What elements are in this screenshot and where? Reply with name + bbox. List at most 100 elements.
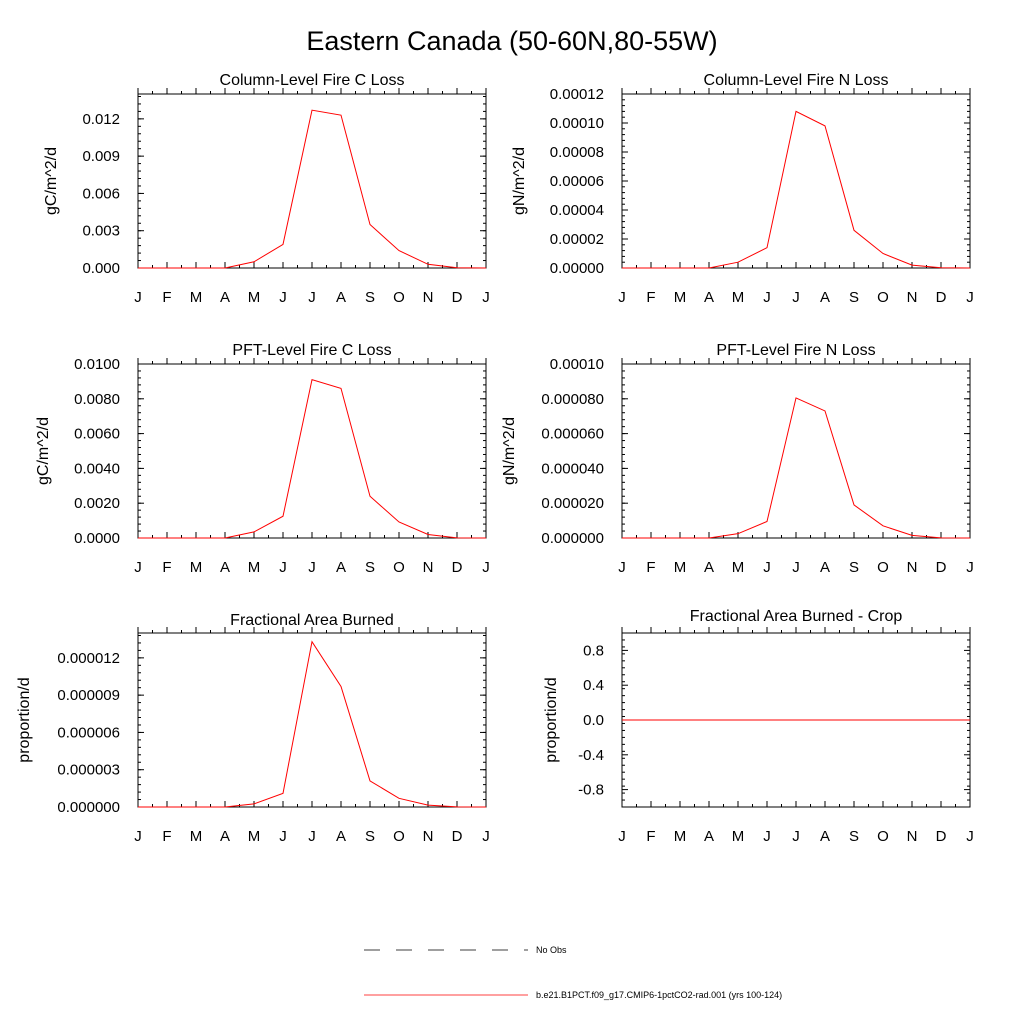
panel-title: PFT-Level Fire C Loss	[232, 342, 391, 359]
y-tick-label: 0.00002	[550, 231, 604, 248]
y-tick-label: 0.006	[82, 185, 120, 202]
x-tick-label: N	[907, 828, 918, 845]
x-tick-label: S	[849, 828, 859, 845]
x-tick-label: J	[482, 289, 490, 306]
x-tick-label: A	[704, 559, 714, 576]
x-tick-label: F	[646, 559, 655, 576]
x-tick-label: J	[966, 828, 974, 845]
x-tick-label: J	[134, 559, 142, 576]
x-tick-label: M	[732, 828, 745, 845]
x-tick-label: A	[336, 289, 346, 306]
x-tick-label: O	[877, 828, 889, 845]
y-tick-label: 0.000012	[57, 650, 120, 667]
x-tick-label: S	[365, 289, 375, 306]
x-tick-label: S	[849, 559, 859, 576]
x-tick-label: D	[452, 289, 463, 306]
x-tick-label: J	[308, 289, 316, 306]
x-tick-label: M	[248, 828, 261, 845]
x-tick-label: M	[674, 289, 687, 306]
x-tick-label: M	[190, 289, 203, 306]
series-line-1	[138, 640, 487, 808]
legend-label-no-obs: No Obs	[536, 945, 567, 955]
x-tick-label: J	[134, 289, 142, 306]
series-line-1	[138, 379, 487, 539]
x-tick-label: A	[820, 289, 830, 306]
y-tick-label: 0.012	[82, 111, 120, 128]
x-tick-label: O	[877, 289, 889, 306]
y-tick-label: 0.00000	[550, 260, 604, 277]
y-tick-label: 0.000009	[57, 687, 120, 704]
y-tick-label: 0.0080	[74, 391, 120, 408]
x-tick-label: A	[820, 559, 830, 576]
x-tick-label: F	[646, 828, 655, 845]
y-tick-label: 0.000000	[57, 799, 120, 816]
x-tick-label: D	[936, 828, 947, 845]
y-tick-label: 0.000040	[541, 460, 604, 477]
panel-title: Column-Level Fire N Loss	[704, 72, 889, 89]
x-tick-label: A	[220, 289, 230, 306]
x-tick-label: S	[365, 828, 375, 845]
y-tick-label: 0.00010	[550, 356, 604, 373]
y-tick-label: 0.00008	[550, 144, 604, 161]
x-tick-label: J	[482, 828, 490, 845]
x-tick-label: A	[820, 828, 830, 845]
x-tick-label: M	[248, 559, 261, 576]
plot-frame	[621, 93, 971, 269]
x-tick-label: A	[336, 828, 346, 845]
y-tick-label: 0.000000	[541, 530, 604, 547]
x-tick-label: A	[704, 289, 714, 306]
panel-title: Column-Level Fire C Loss	[220, 72, 405, 89]
x-tick-label: J	[763, 559, 771, 576]
y-tick-label: 0.00006	[550, 173, 604, 190]
plot-frame	[137, 93, 487, 269]
y-axis-label: proportion/d	[16, 677, 33, 762]
y-tick-label: 0.000003	[57, 762, 120, 779]
x-tick-label: J	[792, 828, 800, 845]
x-tick-label: M	[732, 559, 745, 576]
y-axis-label: gN/m^2/d	[501, 417, 518, 485]
x-tick-label: J	[618, 559, 626, 576]
series-line-1	[622, 397, 971, 539]
y-tick-label: 0.000080	[541, 391, 604, 408]
x-tick-label: O	[393, 289, 405, 306]
y-tick-label: 0.000006	[57, 724, 120, 741]
x-tick-label: S	[849, 289, 859, 306]
x-tick-label: N	[423, 828, 434, 845]
y-tick-label: 0.00004	[550, 202, 604, 219]
x-tick-label: O	[393, 559, 405, 576]
legend: No Obs b.e21.B1PCT.f09_g17.CMIP6-1pctCO2…	[364, 945, 782, 1000]
y-tick-label: 0.000	[82, 260, 120, 277]
y-tick-label: 0.8	[583, 642, 604, 659]
x-tick-label: O	[877, 559, 889, 576]
y-axis-label: gC/m^2/d	[35, 417, 52, 485]
y-tick-label: 0.000060	[541, 426, 604, 443]
x-tick-label: M	[190, 559, 203, 576]
panel-title: Fractional Area Burned - Crop	[690, 608, 903, 625]
x-tick-label: D	[452, 559, 463, 576]
plot-frame	[137, 632, 487, 808]
x-tick-label: N	[423, 559, 434, 576]
y-tick-label: 0.4	[583, 677, 604, 694]
x-tick-label: J	[792, 289, 800, 306]
x-tick-label: F	[162, 289, 171, 306]
y-tick-label: -0.8	[578, 782, 604, 799]
x-tick-label: M	[732, 289, 745, 306]
x-tick-label: D	[452, 828, 463, 845]
x-tick-label: J	[763, 289, 771, 306]
x-tick-label: M	[674, 828, 687, 845]
x-tick-label: J	[308, 559, 316, 576]
x-tick-label: A	[704, 828, 714, 845]
x-tick-label: N	[907, 289, 918, 306]
x-tick-label: D	[936, 559, 947, 576]
x-tick-label: J	[618, 289, 626, 306]
y-tick-label: 0.00010	[550, 115, 604, 132]
series-line-1	[622, 110, 971, 269]
panel-title: Fractional Area Burned	[230, 612, 394, 629]
x-tick-label: M	[248, 289, 261, 306]
x-tick-label: J	[966, 289, 974, 306]
x-tick-label: J	[308, 828, 316, 845]
